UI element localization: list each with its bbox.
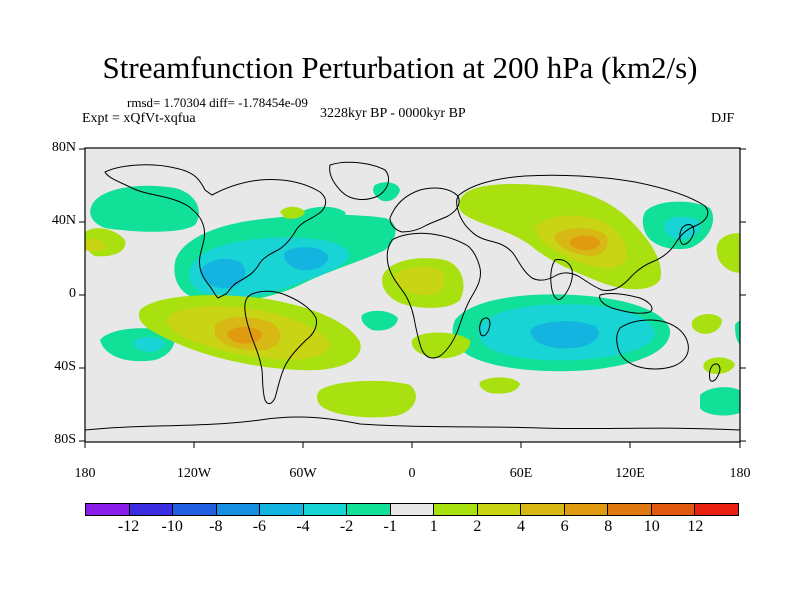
colorbar-swatch-3 [216,504,261,515]
contour-neg-gulf [284,247,329,271]
coast-indonesia [599,293,653,314]
contour-neg-nw-atlantic [90,185,199,232]
contour-pos-west-africa-2 [395,267,445,296]
colorbar-label-2: -8 [209,518,223,535]
coast-asia [456,174,709,291]
coast-japan [679,224,695,245]
contour-pos-north-pacific [716,233,740,273]
colorbar-swatch-6 [347,504,391,515]
contour-neg-east-pacific [700,387,740,416]
x-label-180e: 180 [729,466,751,481]
colorbar-swatch-4 [260,504,304,515]
experiment-label: Expt = xQfVt-xqfua [82,111,196,126]
contour-neg-indian-ocean-3 [530,321,599,349]
period-label: 3228kyr BP - 0000kyr BP [320,106,466,121]
x-label-60w: 60W [289,466,317,481]
coast-australia [616,319,689,370]
colorbar-swatch-0 [86,504,130,515]
contour-pos-atlantic [317,380,416,418]
x-ticks [84,442,741,448]
coast-antarctica [85,416,740,431]
y-label-80s: 80S [54,432,76,447]
colorbar-swatch-2 [173,504,217,515]
x-label-0: 0 [408,466,416,481]
colorbar [85,503,739,516]
coastlines [85,161,740,431]
y-label-80n: 80N [51,140,76,155]
colorbar-label-8: 2 [473,518,482,535]
x-label-120e: 120E [615,466,645,481]
coast-south-america [244,290,317,405]
coast-europe [389,187,460,233]
contour-neg-south-atlantic [361,310,398,331]
colorbar-swatch-8 [434,504,478,515]
colorbar-label-9: 4 [517,518,525,535]
colorbar-swatch-11 [564,504,609,515]
colorbar-swatch-12 [608,504,652,515]
contour-neg-central-america-3 [200,258,246,289]
coast-greenland [329,161,389,200]
y-label-40s: 40S [54,359,76,374]
contour-pos-south-indian [479,377,520,394]
colorbar-label-5: -2 [339,518,354,535]
page-title: Streamfunction Perturbation at 200 hPa (… [102,50,698,85]
colorbar-swatch-9 [477,504,522,515]
contour-pos-east-pacific [691,314,722,334]
colorbar-swatch-13 [651,504,696,515]
coast-madagascar [479,317,491,337]
x-label-180w: 180 [74,466,96,481]
contour-pos-north-atlantic [280,206,305,219]
contour-layer [85,161,740,431]
contour-neg-south-pacific-2 [133,336,165,352]
season-label: DJF [711,111,735,126]
contour-pos-south-america-4 [227,326,262,344]
x-label-60e: 60E [509,466,533,481]
stats-label: rmsd= 1.70304 diff= -1.78454e-09 [127,95,308,110]
colorbar-label-6: -1 [383,518,397,535]
colorbar-swatch-5 [303,504,348,515]
colorbar-swatch-7 [390,504,435,515]
colorbar-label-12: 10 [643,518,660,535]
contour-neg-north-atlantic-2 [373,182,400,202]
x-label-120w: 120W [176,466,212,481]
colorbar-label-7: 1 [429,518,438,535]
y-ticks [79,148,746,442]
colorbar-label-10: 6 [560,518,569,535]
coast-new-zealand [708,363,721,382]
colorbar-label-3: -6 [252,518,267,535]
contour-pos-asia-4 [569,235,600,251]
coast-africa [386,232,481,359]
colorbar-swatch-14 [695,504,738,515]
contour-neg-east-pacific-2 [735,320,740,345]
colorbar-label-0: -12 [117,518,140,535]
colorbar-label-11: 8 [604,518,613,535]
colorbar-swatch-1 [129,504,174,515]
colorbar-swatch-10 [521,504,565,515]
colorbar-label-1: -10 [161,518,183,535]
colorbar-label-4: -4 [296,518,310,535]
coast-india [550,259,573,301]
coast-north-america [104,164,327,299]
y-label-40n: 40N [51,213,76,228]
colorbar-label-13: 12 [687,518,704,535]
y-label-0: 0 [69,286,76,301]
contour-pos-nw-pacific-2 [85,238,106,252]
contour-pos-south-africa [411,332,471,359]
